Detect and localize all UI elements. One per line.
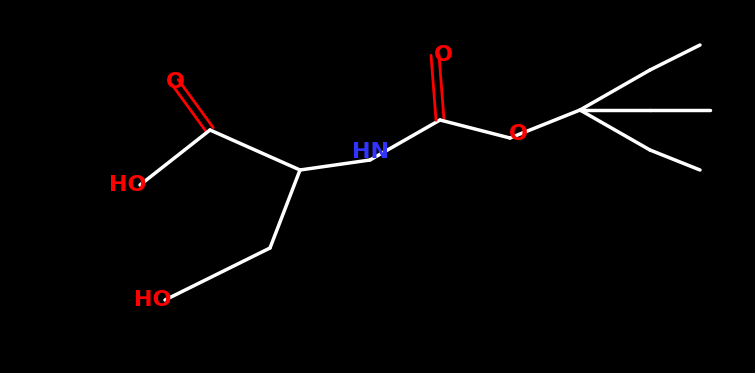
Text: HN: HN — [352, 142, 389, 162]
Text: HO: HO — [109, 175, 146, 195]
Text: HO: HO — [134, 290, 171, 310]
Text: O: O — [433, 45, 452, 65]
Text: O: O — [509, 124, 528, 144]
Text: O: O — [165, 72, 184, 92]
